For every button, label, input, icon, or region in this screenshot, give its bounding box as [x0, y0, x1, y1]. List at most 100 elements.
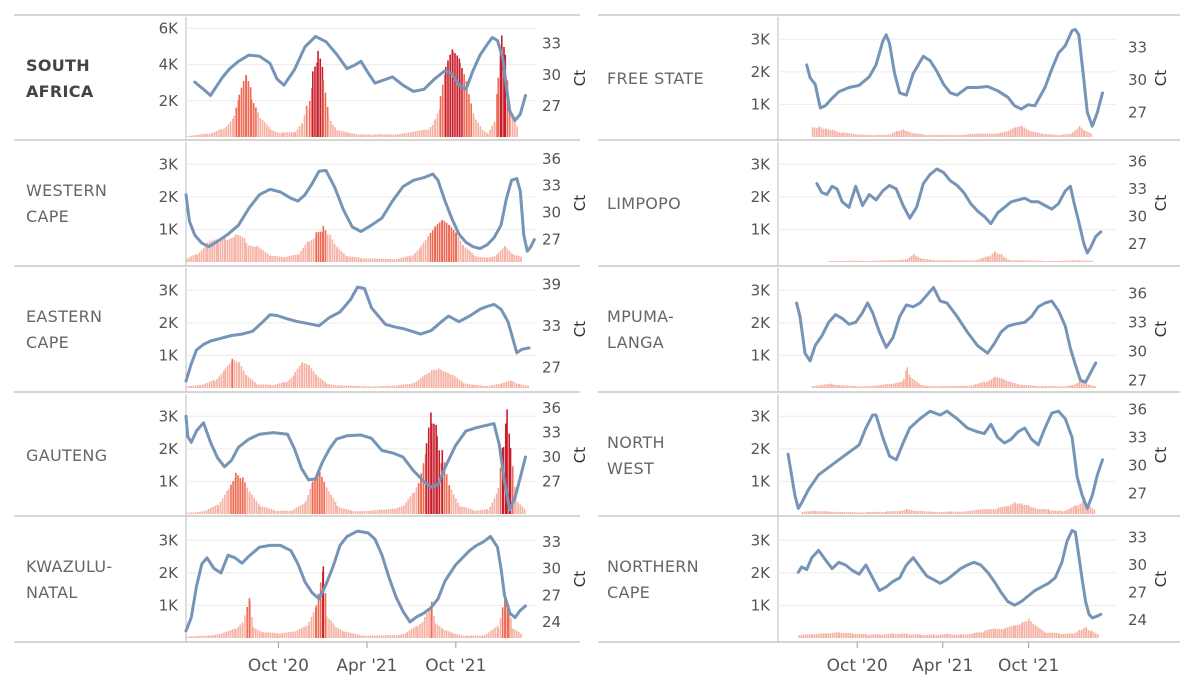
bar [481, 385, 484, 388]
bar [272, 130, 274, 137]
bar [501, 383, 503, 388]
bar [994, 628, 996, 638]
bar [1025, 385, 1028, 388]
bar [969, 260, 972, 262]
bar [465, 635, 467, 638]
bar [225, 631, 227, 638]
bar [440, 463, 443, 514]
left-tick-label: 3K [159, 531, 180, 549]
ct-line [184, 529, 527, 633]
bar [948, 260, 950, 262]
ct-line [796, 528, 1103, 620]
bar [1049, 632, 1051, 638]
bar [268, 508, 270, 514]
bar [431, 124, 434, 137]
bar [1037, 260, 1040, 262]
ct-line [193, 35, 527, 122]
bar [280, 256, 283, 262]
bar [330, 384, 332, 388]
bar [917, 634, 919, 638]
bar [908, 634, 911, 638]
bar [966, 385, 969, 388]
bar [385, 134, 388, 137]
bar [967, 134, 970, 137]
bar [367, 258, 370, 262]
bar [476, 635, 479, 638]
bar [475, 255, 477, 262]
bar [924, 385, 926, 388]
bar [835, 632, 838, 638]
bar [979, 382, 981, 388]
bar [967, 260, 970, 262]
bar [278, 383, 281, 388]
left-tick-label: 1K [751, 472, 772, 490]
bar [374, 635, 376, 638]
bar [950, 511, 952, 514]
bar [273, 511, 276, 514]
bar [1043, 134, 1046, 137]
bar [414, 131, 416, 137]
bar [201, 134, 203, 137]
bar [317, 376, 320, 388]
bar [812, 510, 814, 514]
bar [882, 384, 884, 388]
bar [965, 260, 968, 262]
bar [513, 629, 516, 638]
left-tick-label: 3K [751, 155, 772, 173]
bar [213, 131, 216, 137]
bar [1009, 129, 1012, 137]
bar [892, 633, 894, 638]
bar [235, 629, 237, 638]
bar [902, 259, 905, 262]
bar [953, 634, 955, 638]
bar [244, 482, 246, 514]
bar [941, 634, 944, 638]
bar [910, 256, 913, 262]
bar [975, 509, 978, 514]
bar [966, 634, 969, 638]
bar [336, 385, 339, 388]
bar [513, 382, 516, 388]
bar [994, 376, 996, 388]
bar [237, 626, 239, 638]
bar [971, 633, 973, 638]
bar [515, 498, 517, 514]
bar [363, 635, 365, 638]
bar [343, 131, 345, 137]
right-tick-label: 27 [1128, 103, 1147, 121]
bar [322, 380, 324, 388]
bar [192, 135, 195, 137]
bar [903, 130, 905, 137]
bar [220, 128, 222, 137]
bar [462, 383, 465, 388]
bar [303, 363, 306, 388]
bar [405, 132, 408, 137]
right-axis-title: Ct [1152, 195, 1170, 211]
bar [326, 234, 329, 262]
bar [206, 382, 209, 388]
bar [223, 128, 225, 137]
bar [910, 510, 913, 514]
bar [345, 631, 348, 638]
bar [1078, 260, 1080, 262]
bar [349, 132, 351, 137]
bar [971, 260, 974, 262]
bar [360, 257, 362, 262]
bar [347, 256, 349, 262]
bar [416, 130, 419, 137]
bar [517, 502, 519, 514]
bar [1021, 126, 1023, 137]
bar [1027, 385, 1030, 388]
bar [973, 510, 976, 514]
bar [402, 257, 405, 262]
bar [807, 511, 810, 514]
bar [231, 119, 234, 137]
bar [1085, 383, 1088, 388]
bar [839, 260, 841, 262]
bar [477, 256, 479, 262]
bar [365, 134, 367, 137]
bar [456, 634, 458, 638]
bar [233, 360, 236, 388]
bar [220, 373, 223, 388]
